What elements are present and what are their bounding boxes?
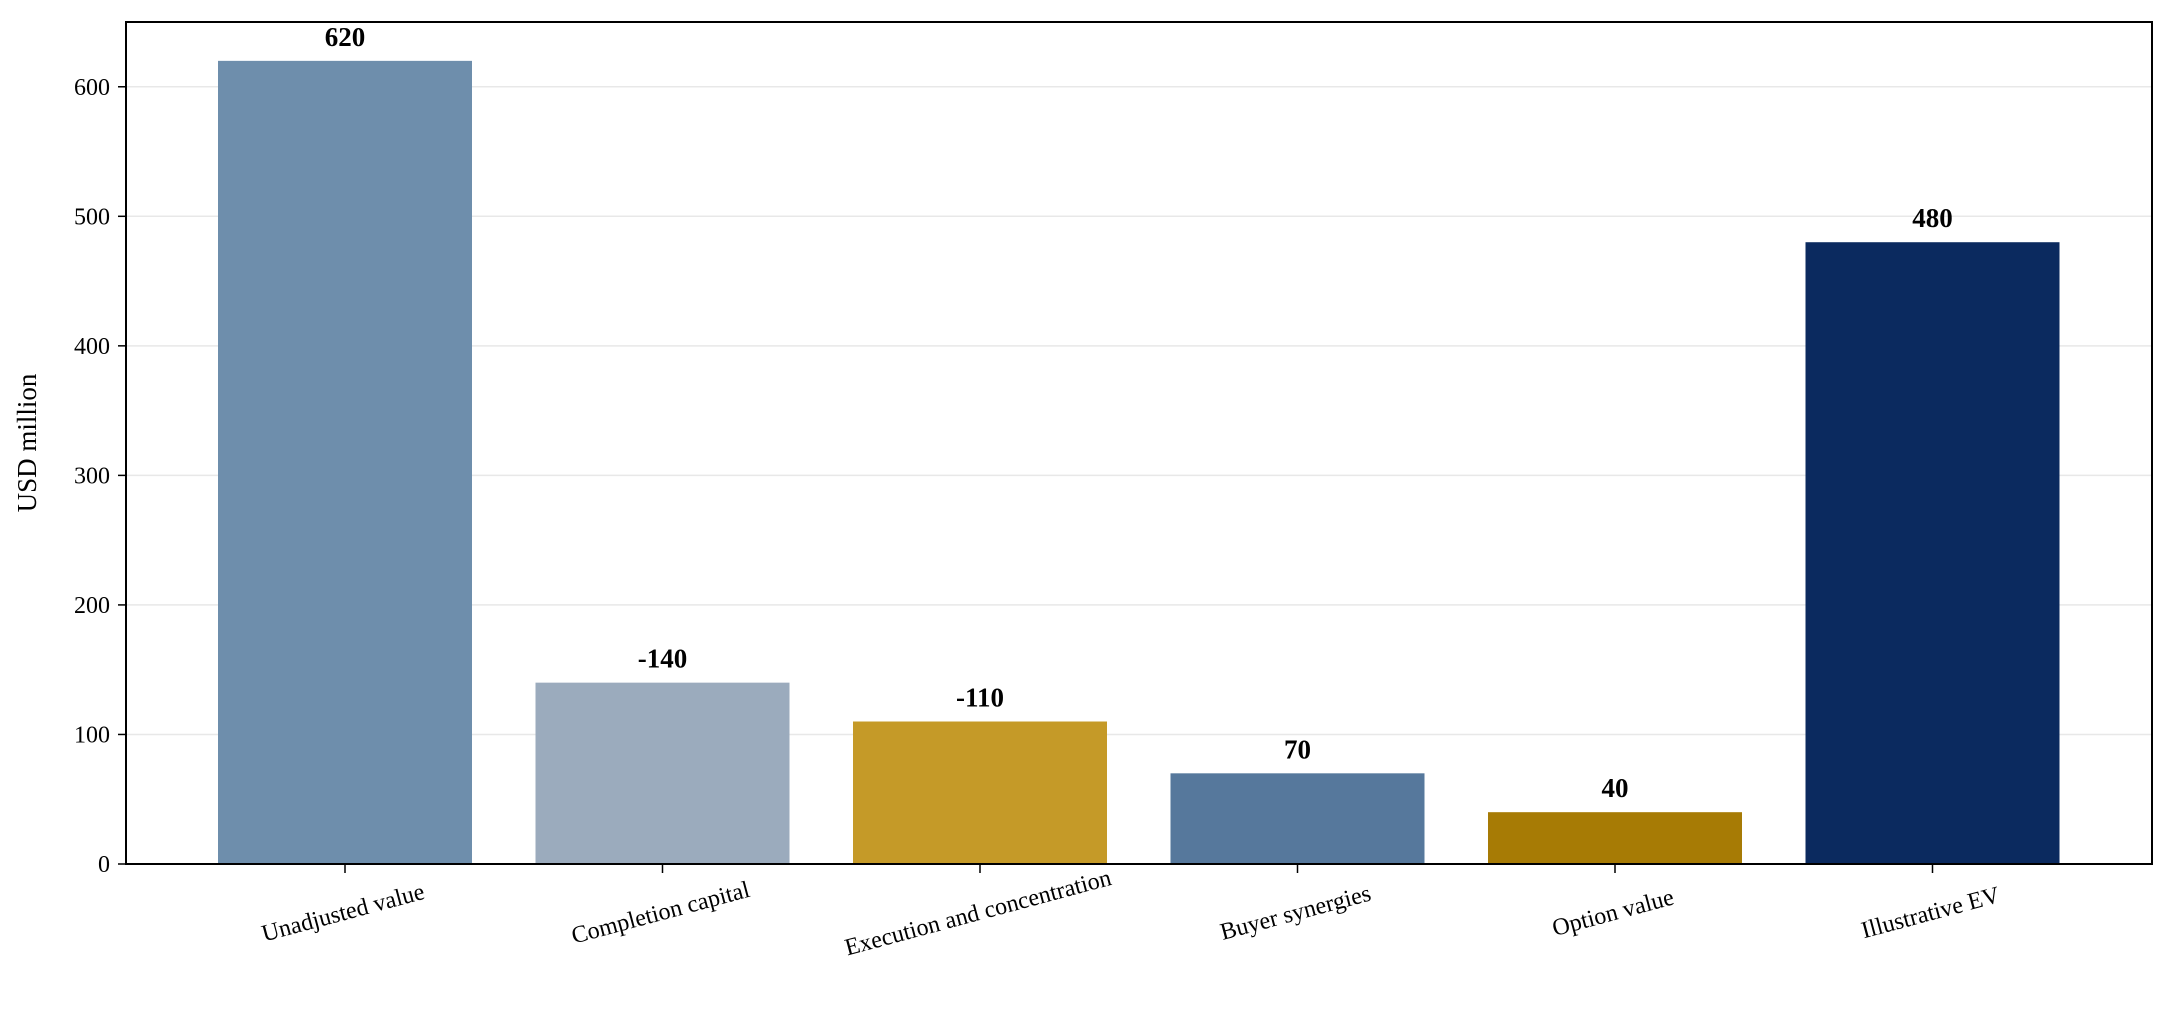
y-tick-label: 500 (74, 204, 110, 230)
x-tick-label: Buyer synergies (1218, 881, 1374, 946)
x-axis-ticks: Unadjusted value Completion capital Execut… (259, 864, 2003, 961)
y-tick-label: 300 (74, 463, 110, 489)
y-tick-label: 0 (98, 852, 110, 878)
y-tick-label: 200 (74, 593, 110, 619)
x-tick-label: Execution and concentration (842, 865, 1114, 961)
bars (218, 60, 2060, 865)
data-label: 480 (1912, 203, 1953, 233)
data-label: -110 (956, 683, 1004, 713)
data-labels: 620 -140 -110 70 40 480 (325, 22, 1953, 803)
y-tick-label: 400 (74, 334, 110, 360)
bar (1170, 773, 1425, 864)
x-tick-label: Unadjusted value (259, 879, 427, 947)
data-label: 70 (1284, 734, 1311, 764)
y-tick-label: 100 (74, 722, 110, 748)
bar (535, 682, 790, 864)
data-label: 620 (325, 22, 366, 52)
y-axis-ticks: 0 100 200 300 400 500 600 (74, 75, 126, 878)
x-tick-label: Option value (1550, 885, 1677, 942)
bar (1488, 812, 1742, 864)
x-tick-label: Illustrative EV (1859, 882, 2003, 944)
y-tick-label: 600 (74, 75, 110, 101)
data-label: -140 (638, 644, 688, 674)
bar (853, 721, 1107, 864)
x-tick-label: Completion capital (569, 877, 753, 950)
data-label: 40 (1602, 773, 1629, 803)
bar (218, 60, 472, 865)
plot-frame (125, 21, 2153, 865)
bar (1805, 242, 2060, 864)
y-axis-title: USD million (12, 373, 42, 512)
